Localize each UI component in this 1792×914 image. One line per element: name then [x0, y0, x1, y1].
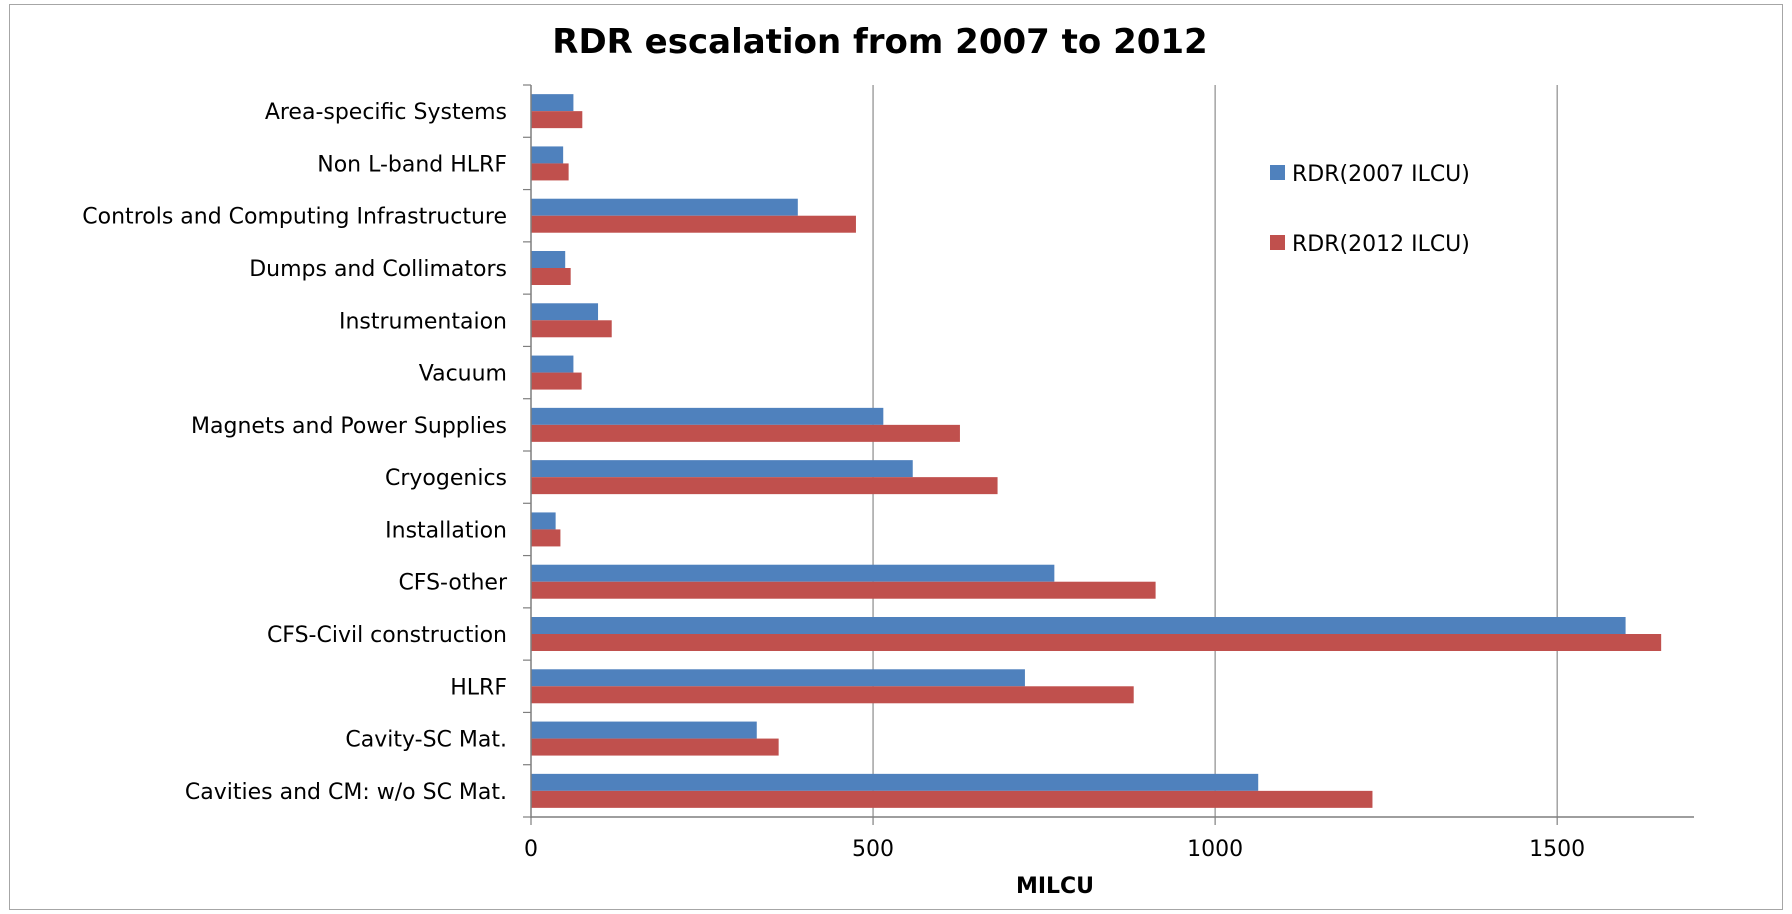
category-label: Cavity-SC Mat. — [345, 728, 507, 753]
bar-2007-13 — [531, 773, 1259, 791]
bar-2012-10 — [531, 634, 1662, 651]
bar-2007-0 — [531, 94, 574, 112]
legend-swatch-2012 — [1270, 235, 1285, 250]
gridlines — [872, 85, 1558, 817]
category-label: CFS-other — [398, 571, 508, 596]
x-tick-label: 0 — [524, 837, 538, 862]
bar-2007-6 — [531, 407, 884, 425]
category-label: Installation — [385, 518, 507, 543]
bar-2012-3 — [531, 268, 571, 285]
category-label: Cryogenics — [385, 466, 507, 491]
category-label: Magnets and Power Supplies — [191, 414, 507, 439]
bar-2007-9 — [531, 564, 1055, 582]
legend-label-2012: RDR(2012 ILCU) — [1292, 232, 1470, 257]
bar-2012-9 — [531, 581, 1156, 599]
bar-chart: RDR escalation from 2007 to 2012 Area-sp… — [82, 22, 1694, 899]
bar-2007-10 — [531, 617, 1626, 634]
bars — [531, 94, 1662, 808]
bar-2007-2 — [531, 198, 798, 216]
bar-2012-13 — [531, 790, 1373, 808]
x-axis-title: MILCU — [1016, 874, 1094, 899]
bar-2007-12 — [531, 721, 757, 739]
legend-swatch-2007 — [1270, 165, 1285, 180]
x-tick-labels: 0 500 1000 1500 — [524, 837, 1585, 862]
bar-2012-0 — [531, 111, 583, 129]
category-label: HLRF — [450, 675, 507, 700]
bar-2012-8 — [531, 529, 561, 547]
category-label: Cavities and CM: w/o SC Mat. — [185, 780, 507, 805]
bar-2012-7 — [531, 477, 998, 495]
bar-2012-1 — [531, 163, 569, 181]
legend: RDR(2007 ILCU) RDR(2012 ILCU) — [1270, 162, 1470, 257]
bar-2007-11 — [531, 669, 1025, 687]
bar-2007-7 — [531, 460, 913, 478]
category-label: Instrumentaion — [339, 309, 507, 334]
bar-2007-3 — [531, 251, 566, 268]
bar-2012-12 — [531, 738, 779, 756]
legend-label-2007: RDR(2007 ILCU) — [1292, 162, 1470, 187]
bar-2012-11 — [531, 686, 1134, 704]
axes — [523, 84, 1694, 825]
category-label: Controls and Computing Infrastructure — [82, 205, 507, 230]
bar-2007-4 — [531, 303, 599, 321]
bar-2012-6 — [531, 424, 960, 442]
category-label: Vacuum — [419, 362, 507, 387]
x-tick-label: 1000 — [1187, 837, 1243, 862]
bar-2012-2 — [531, 215, 856, 233]
bar-2007-1 — [531, 146, 564, 164]
bar-2012-4 — [531, 320, 612, 338]
category-label: Non L-band HLRF — [317, 152, 507, 177]
x-tick-label: 1500 — [1529, 837, 1585, 862]
bar-2007-8 — [531, 512, 556, 530]
category-label: Dumps and Collimators — [249, 257, 507, 282]
bar-2012-5 — [531, 372, 582, 390]
x-tick-label: 500 — [852, 837, 894, 862]
bar-2007-5 — [531, 355, 574, 373]
category-labels: Area-specific Systems Non L-band HLRF Cont… — [82, 100, 508, 805]
chart-frame: RDR escalation from 2007 to 2012 Area-sp… — [9, 4, 1783, 910]
category-label: Area-specific Systems — [265, 100, 507, 125]
category-label: CFS-Civil construction — [267, 623, 507, 648]
chart-title: RDR escalation from 2007 to 2012 — [552, 22, 1207, 62]
